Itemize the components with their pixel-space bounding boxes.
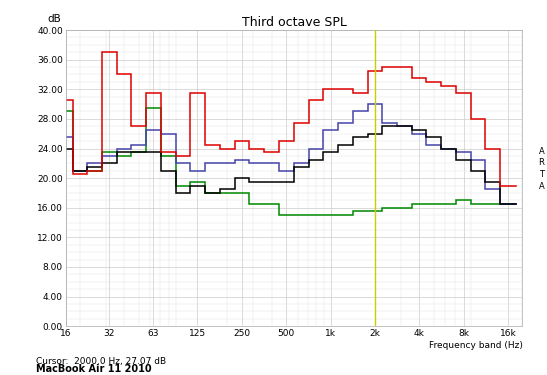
Text: MacBook Air 11 2010: MacBook Air 11 2010 [36, 363, 151, 374]
X-axis label: Frequency band (Hz): Frequency band (Hz) [428, 341, 522, 350]
Text: A
R
T
A: A R T A [538, 147, 544, 191]
Text: dB: dB [48, 14, 61, 24]
Title: Third octave SPL: Third octave SPL [242, 16, 346, 29]
Text: Cursor:  2000.0 Hz, 27.07 dB: Cursor: 2000.0 Hz, 27.07 dB [36, 357, 166, 366]
